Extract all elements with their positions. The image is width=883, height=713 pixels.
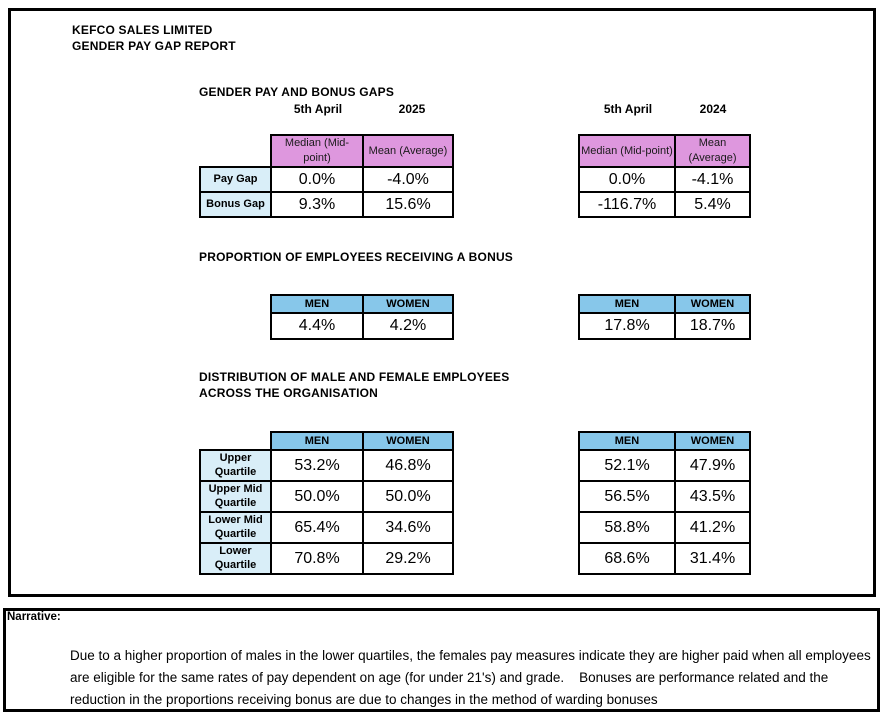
value-cell: 50.0% (362, 480, 454, 513)
bonus-table-2024: MEN WOMEN 17.8% 18.7% (578, 294, 751, 340)
value-cell: 53.2% (270, 449, 364, 482)
period-2025-year: 2025 (398, 102, 426, 116)
table-row: Pay Gap 0.0% -4.0% (199, 166, 454, 193)
value-cell: -4.1% (674, 166, 751, 193)
distribution-heading-line1: DISTRIBUTION OF MALE AND FEMALE EMPLOYEE… (199, 370, 510, 384)
value-cell: 56.5% (578, 480, 676, 513)
table-row: Lower Quartile 70.8% 29.2% (199, 542, 454, 575)
value-cell: -116.7% (578, 191, 676, 218)
value-cell: 5.4% (674, 191, 751, 218)
row-label-bonus-gap: Bonus Gap (199, 191, 272, 218)
value-cell: 43.5% (674, 480, 751, 513)
value-cell: 70.8% (270, 542, 364, 575)
table-row: MEN WOMEN (578, 431, 751, 451)
gaps-section-heading: GENDER PAY AND BONUS GAPS (199, 85, 395, 99)
value-cell: 0.0% (578, 166, 676, 193)
value-cell: 52.1% (578, 449, 676, 482)
col-header-women: WOMEN (362, 294, 454, 314)
table-row: Median (Mid-point) Mean (Average) (578, 134, 751, 168)
col-header-men: MEN (578, 294, 676, 314)
value-cell: 0.0% (270, 166, 364, 193)
row-label-pay-gap: Pay Gap (199, 166, 272, 193)
col-header-mean: Mean (Average) (362, 134, 454, 168)
col-header-men: MEN (270, 431, 364, 451)
table-row: -116.7% 5.4% (578, 191, 751, 218)
narrative-label: Narrative: (7, 611, 61, 623)
col-header-median: Median (Mid-point) (270, 134, 364, 168)
row-label-upper-mid-quartile: Upper Mid Quartile (199, 480, 272, 513)
row-label-upper-quartile: Upper Quartile (199, 449, 272, 482)
empty-corner-cell (200, 432, 271, 450)
value-cell: 68.6% (578, 542, 676, 575)
report-title: GENDER PAY GAP REPORT (72, 39, 236, 53)
table-row: 68.6% 31.4% (578, 542, 751, 575)
bonus-table-2025: MEN WOMEN 4.4% 4.2% (270, 294, 454, 340)
value-cell: 4.4% (270, 312, 364, 340)
value-cell: 9.3% (270, 191, 364, 218)
table-row: Upper Mid Quartile 50.0% 50.0% (199, 480, 454, 513)
value-cell: 18.7% (674, 312, 751, 340)
table-row: Lower Mid Quartile 65.4% 34.6% (199, 511, 454, 544)
value-cell: -4.0% (362, 166, 454, 193)
narrative-text: Due to a higher proportion of males in t… (70, 648, 875, 707)
col-header-men: MEN (578, 431, 676, 451)
table-row: 58.8% 41.2% (578, 511, 751, 544)
table-row: MEN WOMEN (270, 294, 454, 314)
col-header-women: WOMEN (674, 294, 751, 314)
value-cell: 41.2% (674, 511, 751, 544)
company-name: KEFCO SALES LIMITED (72, 23, 213, 37)
bonus-section-heading: PROPORTION OF EMPLOYEES RECEIVING A BONU… (199, 250, 514, 264)
row-label-lower-mid-quartile: Lower Mid Quartile (199, 511, 272, 544)
table-row: Upper Quartile 53.2% 46.8% (199, 449, 454, 482)
period-2024-date: 5th April (603, 102, 653, 116)
distribution-table-2024: MEN WOMEN 52.1% 47.9% 56.5% 43.5% 58.8% … (578, 431, 751, 575)
value-cell: 50.0% (270, 480, 364, 513)
value-cell: 29.2% (362, 542, 454, 575)
value-cell: 4.2% (362, 312, 454, 340)
value-cell: 65.4% (270, 511, 364, 544)
value-cell: 17.8% (578, 312, 676, 340)
table-row: Median (Mid-point) Mean (Average) (200, 134, 454, 168)
table-row: MEN WOMEN (578, 294, 751, 314)
distribution-table-2025: MEN WOMEN Upper Quartile 53.2% 46.8% Upp… (199, 431, 454, 575)
col-header-women: WOMEN (674, 431, 751, 451)
col-header-men: MEN (270, 294, 364, 314)
value-cell: 58.8% (578, 511, 676, 544)
value-cell: 34.6% (362, 511, 454, 544)
table-row: 52.1% 47.9% (578, 449, 751, 482)
period-2024-year: 2024 (699, 102, 727, 116)
table-row: 4.4% 4.2% (270, 312, 454, 340)
row-label-lower-quartile: Lower Quartile (199, 542, 272, 575)
distribution-heading-line2: ACROSS THE ORGANISATION (199, 386, 379, 400)
table-row: Bonus Gap 9.3% 15.6% (199, 191, 454, 218)
table-row: 17.8% 18.7% (578, 312, 751, 340)
narrative-frame (3, 608, 880, 712)
col-header-median: Median (Mid-point) (578, 134, 676, 168)
table-row: 56.5% 43.5% (578, 480, 751, 513)
value-cell: 15.6% (362, 191, 454, 218)
value-cell: 47.9% (674, 449, 751, 482)
gaps-table-2024: Median (Mid-point) Mean (Average) 0.0% -… (578, 134, 751, 218)
col-header-women: WOMEN (362, 431, 454, 451)
gaps-table-2025: Median (Mid-point) Mean (Average) Pay Ga… (199, 134, 454, 218)
period-2025-date: 5th April (293, 102, 343, 116)
col-header-mean: Mean (Average) (674, 134, 751, 168)
table-row: 0.0% -4.1% (578, 166, 751, 193)
value-cell: 31.4% (674, 542, 751, 575)
value-cell: 46.8% (362, 449, 454, 482)
empty-corner-cell (200, 135, 271, 167)
table-row: MEN WOMEN (200, 431, 454, 451)
